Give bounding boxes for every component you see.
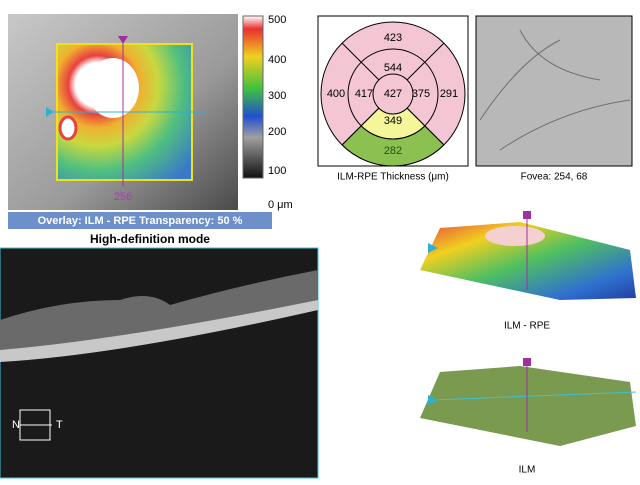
retina-layer: [0, 270, 318, 355]
overlay-bar: [8, 212, 272, 229]
overlay-text: Overlay: ILM - RPE Transparency: 50 %: [38, 215, 243, 227]
marker: [46, 107, 54, 117]
colorbar-label: 300: [268, 90, 286, 102]
marker: [523, 358, 531, 366]
sector-value: 400: [327, 88, 345, 100]
etdrs-divider: [341, 42, 380, 81]
scan-line-horizontal: [431, 391, 637, 401]
sector-value: 291: [440, 88, 458, 100]
etdrs-divider: [341, 107, 380, 146]
vessels: [479, 29, 631, 151]
sector-value: 423: [384, 32, 402, 44]
colorbar-label: 100: [268, 165, 286, 177]
colorbar: [242, 15, 264, 179]
sector-value: 349: [384, 115, 402, 127]
sector-value: 427: [384, 88, 402, 100]
surface-peak: [485, 226, 545, 246]
cyst-region: [87, 58, 139, 118]
sector-value: 544: [384, 62, 402, 74]
colorbar-label: 500: [268, 14, 286, 26]
rpe-layer: [0, 300, 318, 362]
etdrs-center: [372, 73, 414, 115]
surface-caption: ILM - RPE: [504, 321, 550, 332]
marker: [523, 211, 531, 219]
colorbar-label: 200: [268, 126, 286, 138]
etdrs-divider: [406, 42, 445, 81]
mode-label: High-definition mode: [90, 232, 210, 246]
cyst-region: [58, 115, 78, 141]
surface-ilm: [420, 366, 636, 446]
sector-value: 417: [355, 88, 373, 100]
nasal-label: N: [12, 419, 20, 431]
surface-caption: ILM: [519, 465, 536, 476]
position-label: 256: [114, 191, 132, 203]
marker: [428, 243, 438, 253]
colorbar-label: 400: [268, 54, 286, 66]
etdrs-caption: ILM-RPE Thickness (μm): [337, 172, 449, 183]
etdrs-divider: [406, 107, 445, 146]
sector-value: 282: [384, 145, 402, 157]
colorbar-label: 0 μm: [268, 199, 293, 211]
marker: [118, 36, 128, 44]
surface-ilm-rpe: [420, 222, 636, 300]
fundus-image: [475, 15, 633, 167]
fundus-caption: Fovea: 254, 68: [521, 172, 588, 183]
colorbar-labels: 500 400 300 200 100 0 μm: [268, 14, 293, 211]
temporal-label: T: [56, 419, 63, 431]
marker: [428, 395, 438, 405]
sector-value: 375: [412, 88, 430, 100]
